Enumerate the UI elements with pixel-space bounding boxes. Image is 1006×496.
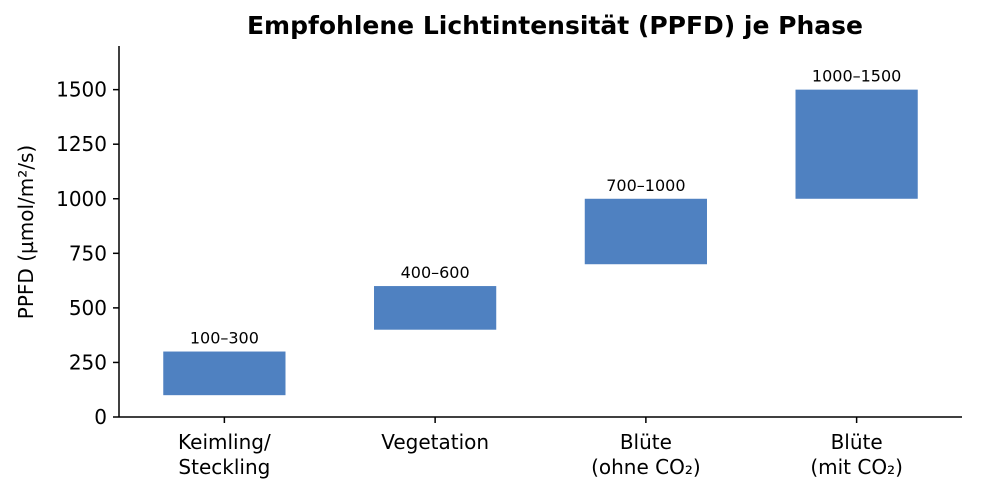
x-tick-label-line: Vegetation [381, 430, 489, 454]
bar-value-label: 400–600 [401, 263, 470, 282]
x-tick-label: Blüte (ohne CO₂) [591, 430, 701, 479]
chart-title: Empfohlene Lichtintensität (PPFD) je Pha… [247, 11, 863, 40]
x-tick-label-line: Blüte [620, 430, 672, 454]
y-tick-label: 750 [69, 241, 107, 265]
x-tick-label: Vegetation [381, 430, 489, 454]
range-bar [584, 198, 707, 265]
range-bar [795, 89, 918, 199]
x-tick-label: Blüte (mit CO₂) [810, 430, 903, 479]
x-tick-label-line: Blüte [831, 430, 883, 454]
data-labels-group: 100–300 400–600 700–1000 1000–1500 [190, 67, 902, 348]
bar-value-label: 100–300 [190, 329, 259, 348]
x-tick-label: Keimling/Steckling [178, 430, 271, 479]
x-tick-label-line: Steckling [178, 455, 270, 479]
x-tick-label-line: (ohne CO₂) [591, 455, 701, 479]
y-tick-label: 250 [69, 350, 107, 374]
y-tick-label: 1500 [56, 78, 107, 102]
range-bar [374, 286, 497, 330]
y-tick-label: 1250 [56, 132, 107, 156]
range-bar [163, 351, 286, 396]
y-tick-label: 1000 [56, 187, 107, 211]
y-tick-label: 500 [69, 296, 107, 320]
y-tick-label: 0 [94, 405, 107, 429]
bar-value-label: 1000–1500 [812, 67, 901, 86]
bar-value-label: 700–1000 [606, 176, 685, 195]
y-axis-label: PPFD (µmol/m²/s) [14, 145, 38, 319]
y-axis: 0 250 500 750 1000 1250 1500 [56, 46, 120, 429]
x-tick-label-line: (mit CO₂) [810, 455, 903, 479]
x-tick-label-line: Keimling/ [178, 430, 271, 454]
bars-group [163, 89, 918, 396]
